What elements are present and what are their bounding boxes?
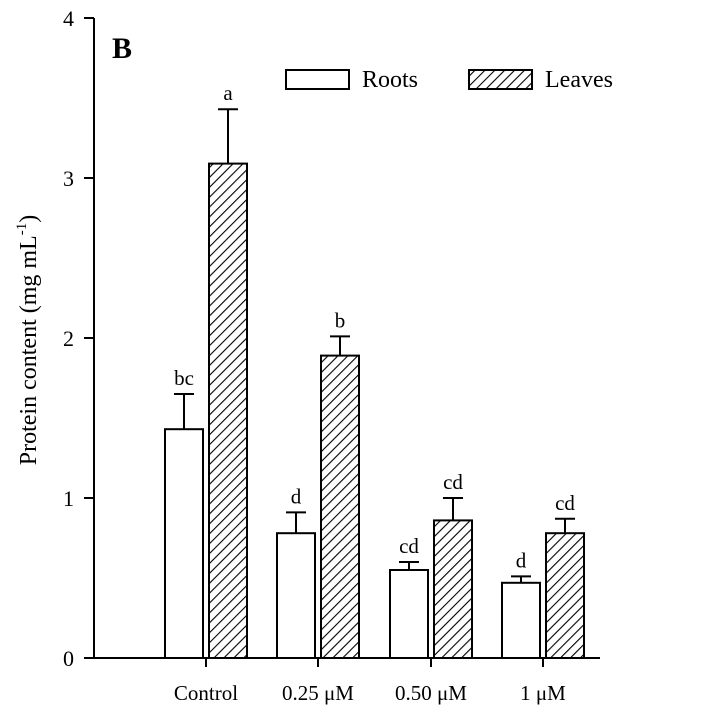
y-tick-label: 3: [63, 166, 74, 191]
bars: [164, 162, 585, 660]
significance-letter: a: [223, 81, 233, 105]
bar-leaves: [433, 519, 473, 660]
y-tick-label: 4: [63, 6, 74, 31]
bar-leaves: [208, 162, 248, 659]
x-tick-label: 0.50 μM: [395, 681, 467, 705]
bar-roots: [501, 581, 541, 659]
legend-label-leaves: Leaves: [545, 67, 613, 93]
legend: Roots Leaves: [285, 67, 613, 93]
y-axis-label-close: ): [16, 215, 42, 223]
panel-label: B: [112, 32, 132, 65]
y-axis-label-unit-exponent: -1: [14, 223, 30, 236]
x-tick-labels: Control 0.25 μM 0.50 μM 1 μM: [174, 681, 566, 705]
x-tick-label: 0.25 μM: [282, 681, 354, 705]
bar-leaves: [320, 354, 360, 659]
bar-roots: [389, 569, 429, 659]
significance-letter: b: [335, 308, 346, 332]
bar-roots: [164, 428, 204, 660]
significance-letter: cd: [443, 470, 463, 494]
significance-letter: cd: [399, 534, 419, 558]
y-tick-label: 1: [63, 486, 74, 511]
significance-letter: d: [516, 548, 527, 572]
x-tick-label: Control: [174, 681, 238, 705]
legend-swatch-leaves: [468, 69, 533, 90]
y-axis-label-main: Protein content (mg mL: [16, 235, 42, 465]
significance-letter: bc: [174, 366, 194, 390]
significance-letter: d: [291, 484, 302, 508]
bar-leaves: [545, 532, 585, 660]
bar-roots: [276, 532, 316, 660]
y-axis-label: Protein content (mg mL-1): [14, 215, 42, 465]
error-bars: [174, 108, 575, 583]
legend-label-roots: Roots: [362, 67, 418, 93]
x-tick-label: 1 μM: [520, 681, 566, 705]
y-tick-label: 2: [63, 326, 74, 351]
significance-letter: cd: [555, 491, 575, 515]
legend-swatch-roots: [285, 69, 350, 90]
y-tick-label: 0: [63, 646, 74, 671]
